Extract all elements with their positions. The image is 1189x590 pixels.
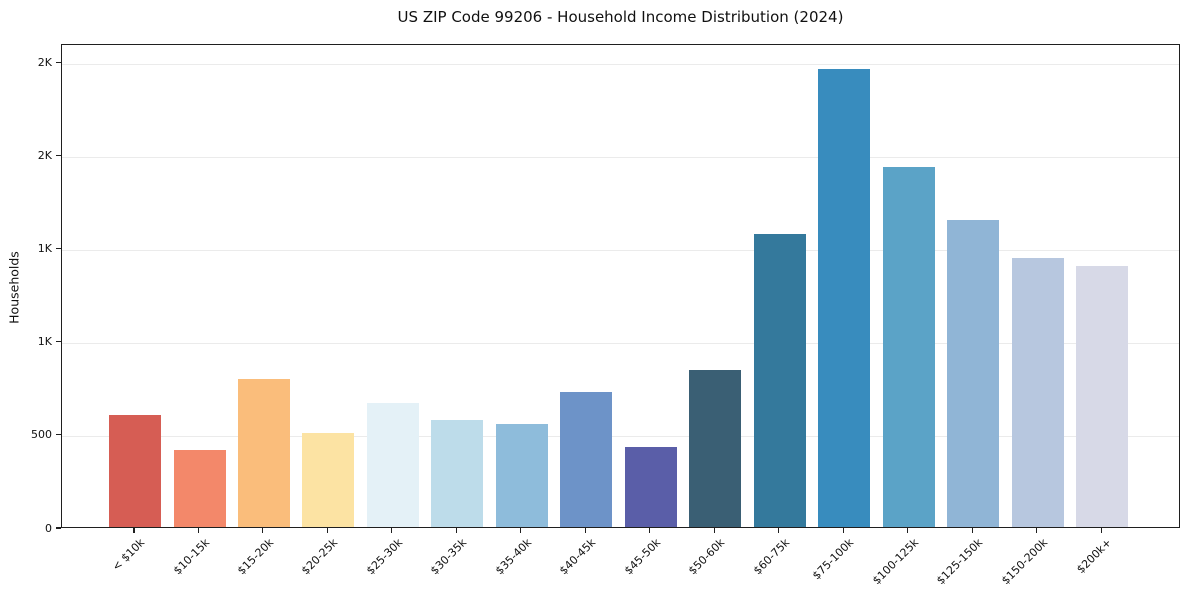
x-tick-label: $45-50k bbox=[621, 536, 663, 578]
y-tick-mark bbox=[56, 341, 61, 343]
x-tick-mark bbox=[907, 528, 909, 533]
chart-title: US ZIP Code 99206 - Household Income Dis… bbox=[397, 8, 844, 26]
x-tick-label: $50-60k bbox=[686, 536, 728, 578]
bar-$25-30k bbox=[366, 403, 419, 527]
y-tick-label: 1K bbox=[37, 335, 52, 349]
x-tick-label: $100-125k bbox=[869, 536, 921, 588]
y-tick-label: 0 bbox=[45, 521, 52, 535]
x-tick-mark bbox=[326, 528, 328, 533]
x-tick-mark bbox=[455, 528, 457, 533]
x-tick-label: $125-150k bbox=[934, 536, 986, 588]
gridline bbox=[62, 156, 1179, 158]
y-tick-label: 1K bbox=[37, 242, 52, 256]
x-tick-label: $200k+ bbox=[1074, 536, 1115, 577]
plot-area bbox=[61, 44, 1180, 528]
gridline bbox=[62, 63, 1179, 65]
x-tick-mark bbox=[391, 528, 393, 533]
bar-$150-200k bbox=[1011, 258, 1064, 527]
x-tick-mark bbox=[971, 528, 973, 533]
y-tick-label: 2K bbox=[37, 56, 52, 70]
gridline bbox=[62, 435, 1179, 437]
x-tick-label: $10-15k bbox=[170, 536, 212, 578]
bar-$200k+ bbox=[1076, 266, 1128, 527]
x-tick-mark bbox=[1100, 528, 1102, 533]
x-tick-label: $150-200k bbox=[998, 536, 1050, 588]
x-tick-label: $20-25k bbox=[299, 536, 341, 578]
x-tick-label: $35-40k bbox=[492, 536, 534, 578]
gridline bbox=[62, 249, 1179, 251]
y-tick-mark bbox=[56, 434, 61, 436]
x-tick-label: $60-75k bbox=[750, 536, 792, 578]
x-tick-mark bbox=[842, 528, 844, 533]
bar-$10-15k bbox=[173, 449, 226, 527]
x-tick-label: $25-30k bbox=[363, 536, 406, 578]
x-tick-mark bbox=[778, 528, 780, 533]
x-tick-label: $40-45k bbox=[557, 536, 599, 578]
x-tick-mark bbox=[262, 528, 264, 533]
x-tick-label: $30-35k bbox=[428, 536, 470, 578]
bar-$50-60k bbox=[689, 369, 742, 527]
x-tick-label: < $10k bbox=[109, 536, 148, 574]
y-tick-label: 500 bbox=[31, 428, 52, 442]
x-tick-mark bbox=[197, 528, 200, 533]
bar-$60-75k bbox=[753, 233, 806, 527]
bar-$40-45k bbox=[560, 392, 613, 527]
bar-< $10k bbox=[109, 415, 161, 527]
y-tick-mark bbox=[56, 62, 61, 64]
y-tick-mark bbox=[56, 248, 61, 250]
bar-$20-25k bbox=[302, 433, 355, 527]
x-tick-mark bbox=[649, 528, 651, 533]
x-tick-mark bbox=[1036, 528, 1038, 533]
bar-$75-100k bbox=[818, 69, 871, 527]
x-tick-mark bbox=[133, 528, 135, 533]
bar-$15-20k bbox=[237, 379, 290, 527]
x-tick-label: $15-20k bbox=[234, 536, 277, 578]
bar-$30-35k bbox=[431, 420, 484, 527]
bar-$35-40k bbox=[495, 423, 548, 527]
bar-$100-125k bbox=[882, 166, 935, 527]
x-tick-mark bbox=[713, 528, 715, 533]
gridline bbox=[62, 342, 1179, 344]
y-tick-label: 2K bbox=[37, 149, 52, 163]
y-tick-mark bbox=[56, 155, 61, 157]
x-tick-label: $75-100k bbox=[810, 536, 857, 583]
x-tick-mark bbox=[520, 528, 522, 533]
bar-$45-50k bbox=[624, 447, 677, 527]
y-tick-mark bbox=[56, 527, 61, 529]
x-tick-mark bbox=[584, 528, 586, 533]
bar-$125-150k bbox=[947, 219, 1000, 527]
